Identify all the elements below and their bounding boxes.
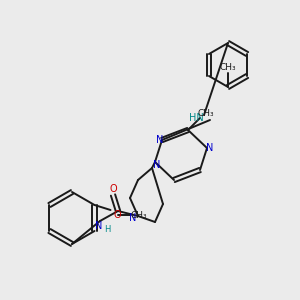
Text: N: N	[153, 160, 161, 170]
Text: O: O	[109, 184, 117, 194]
Text: N: N	[95, 221, 103, 231]
Text: CH₃: CH₃	[220, 62, 236, 71]
Text: N: N	[129, 213, 137, 223]
Text: HN: HN	[189, 113, 203, 123]
Text: CH₃: CH₃	[130, 212, 147, 220]
Text: N: N	[156, 135, 164, 145]
Text: H: H	[104, 226, 110, 235]
Text: CH₃: CH₃	[198, 109, 214, 118]
Text: O: O	[114, 210, 121, 220]
Text: N: N	[206, 143, 214, 153]
